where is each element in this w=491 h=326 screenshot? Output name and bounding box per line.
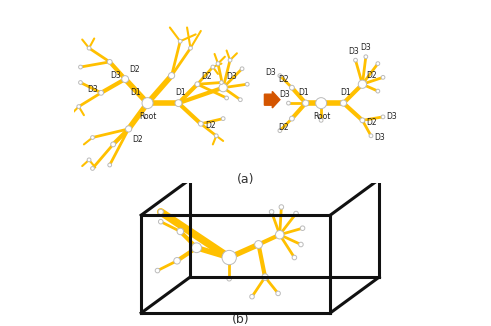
Circle shape: [250, 294, 254, 299]
Circle shape: [87, 46, 91, 50]
Circle shape: [299, 242, 303, 247]
Text: D3: D3: [87, 85, 98, 94]
Circle shape: [279, 205, 284, 209]
Circle shape: [276, 291, 280, 296]
FancyArrow shape: [265, 92, 280, 108]
Circle shape: [99, 90, 104, 95]
Text: D3: D3: [349, 47, 359, 56]
Circle shape: [381, 115, 385, 119]
Circle shape: [219, 83, 227, 92]
Circle shape: [381, 75, 385, 79]
Circle shape: [175, 100, 182, 107]
Text: D3: D3: [386, 112, 397, 121]
Circle shape: [278, 74, 282, 78]
Circle shape: [319, 118, 323, 122]
Circle shape: [246, 82, 249, 86]
Circle shape: [178, 39, 182, 43]
Text: D3: D3: [226, 72, 237, 82]
Circle shape: [316, 97, 327, 109]
Text: D2: D2: [366, 71, 377, 80]
Circle shape: [290, 85, 294, 90]
Circle shape: [360, 118, 365, 123]
Text: D2: D2: [366, 118, 377, 126]
Circle shape: [158, 209, 164, 215]
Circle shape: [155, 268, 160, 273]
Circle shape: [198, 121, 203, 126]
Circle shape: [240, 67, 244, 71]
Circle shape: [122, 76, 129, 82]
Circle shape: [219, 81, 223, 84]
Circle shape: [376, 62, 380, 66]
Circle shape: [142, 97, 153, 109]
Circle shape: [216, 62, 220, 66]
Text: Root: Root: [313, 112, 330, 121]
Circle shape: [300, 226, 305, 230]
Text: (b): (b): [232, 313, 249, 326]
Text: D3: D3: [280, 90, 290, 99]
Circle shape: [77, 105, 81, 109]
Circle shape: [354, 58, 357, 62]
Circle shape: [228, 58, 232, 62]
Circle shape: [79, 65, 82, 69]
Circle shape: [189, 46, 192, 50]
Circle shape: [221, 117, 225, 121]
Text: D3: D3: [360, 43, 371, 52]
Circle shape: [278, 129, 282, 133]
Circle shape: [227, 276, 231, 281]
Circle shape: [292, 255, 297, 260]
Circle shape: [376, 89, 380, 93]
Text: D3: D3: [266, 68, 276, 77]
Text: D1: D1: [175, 88, 186, 97]
Text: D2: D2: [278, 75, 289, 83]
Circle shape: [108, 59, 112, 64]
Text: D1: D1: [130, 88, 141, 97]
Circle shape: [111, 142, 115, 147]
Circle shape: [302, 100, 309, 106]
Circle shape: [369, 134, 373, 138]
Circle shape: [79, 81, 82, 84]
Text: D2: D2: [129, 65, 140, 74]
Text: Root: Root: [139, 112, 157, 121]
Circle shape: [177, 228, 184, 235]
Text: D1: D1: [340, 88, 351, 97]
Circle shape: [364, 55, 368, 59]
Circle shape: [255, 241, 263, 248]
Circle shape: [126, 126, 132, 132]
Circle shape: [222, 250, 236, 265]
Text: (a): (a): [237, 173, 254, 185]
Circle shape: [290, 116, 294, 121]
Circle shape: [358, 80, 366, 88]
Circle shape: [239, 98, 242, 102]
Text: D2: D2: [201, 72, 212, 81]
Text: D3: D3: [110, 71, 121, 80]
Circle shape: [215, 134, 218, 138]
Circle shape: [168, 73, 175, 79]
Circle shape: [195, 82, 200, 87]
Circle shape: [294, 211, 299, 216]
Circle shape: [225, 96, 228, 100]
Text: D2: D2: [278, 123, 289, 132]
Circle shape: [340, 100, 347, 106]
Circle shape: [275, 230, 284, 239]
Circle shape: [87, 158, 91, 162]
Circle shape: [108, 163, 111, 167]
Circle shape: [262, 274, 268, 280]
Text: D2: D2: [132, 135, 143, 144]
Circle shape: [269, 210, 274, 214]
Circle shape: [159, 219, 163, 224]
Circle shape: [91, 136, 94, 140]
Circle shape: [174, 258, 180, 264]
Text: D1: D1: [299, 88, 309, 97]
Circle shape: [287, 101, 290, 105]
Circle shape: [91, 167, 94, 170]
Text: D2: D2: [205, 121, 216, 130]
Circle shape: [191, 243, 201, 253]
Circle shape: [211, 65, 215, 69]
Text: D3: D3: [375, 133, 385, 142]
